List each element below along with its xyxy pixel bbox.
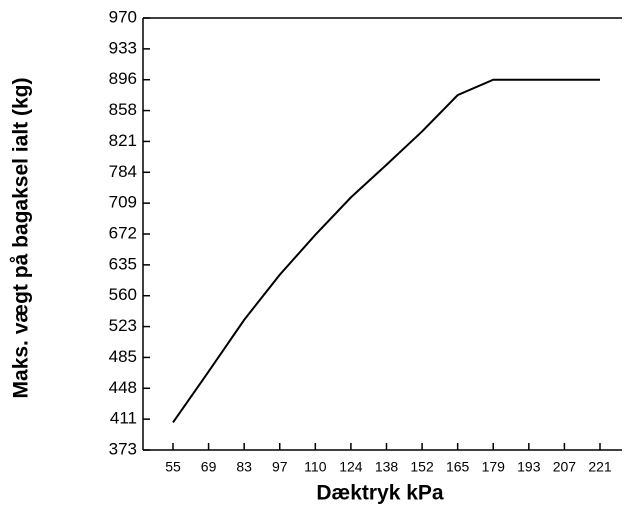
x-tick-label: 97 (272, 459, 288, 475)
y-tick-label: 485 (109, 347, 137, 366)
y-axis-title: Maks. vægt på bagaksel ialt (kg) (10, 78, 33, 399)
y-tick-label: 635 (109, 254, 137, 273)
data-line (172, 78, 600, 423)
x-tick-label: 165 (446, 459, 470, 475)
y-tick-label: 970 (109, 7, 137, 26)
y-tick-label: 560 (109, 285, 137, 304)
y-tick-label: 858 (109, 100, 137, 119)
y-tick-label: 523 (109, 316, 137, 335)
y-tick-label: 933 (109, 38, 137, 57)
y-tick-label: 821 (109, 131, 137, 150)
x-axis-title: Dæktryk kPa (316, 482, 444, 505)
y-tick-label: 448 (109, 378, 137, 397)
y-tick-label: 709 (109, 193, 137, 212)
x-tick-label: 55 (165, 459, 181, 475)
y-tick-label: 672 (109, 223, 137, 242)
x-tick-label: 152 (410, 459, 434, 475)
y-tick-label: 411 (110, 409, 137, 428)
x-tick-label: 124 (339, 459, 363, 475)
x-tick-label: 221 (588, 459, 612, 475)
y-tick-label: 784 (109, 162, 137, 181)
x-tick-label: 193 (517, 459, 541, 475)
x-tick-label: 83 (236, 459, 252, 475)
x-tick-label: 69 (201, 459, 217, 475)
y-tick-label: 373 (109, 439, 137, 458)
y-tick-label: 896 (109, 69, 137, 88)
x-tick-label: 207 (553, 459, 577, 475)
x-tick-label: 138 (375, 459, 399, 475)
x-tick-label: 179 (482, 459, 506, 475)
x-tick-label: 110 (304, 459, 327, 475)
